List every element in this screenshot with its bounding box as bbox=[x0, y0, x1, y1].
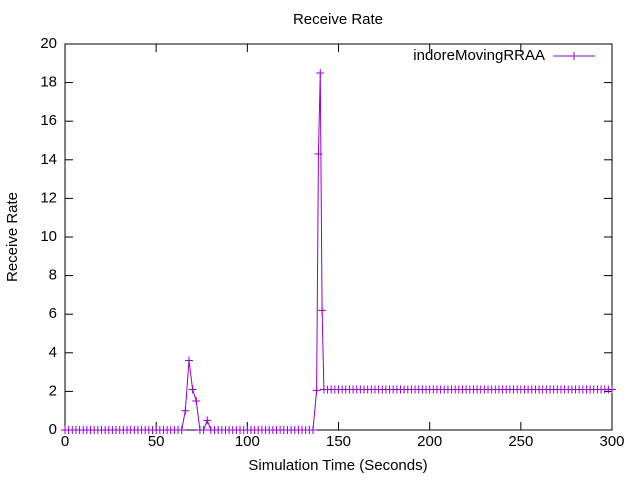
chart-title: Receive Rate bbox=[293, 11, 383, 28]
x-tick-label: 0 bbox=[61, 433, 69, 450]
x-tick-label: 250 bbox=[508, 433, 533, 450]
point-marker bbox=[192, 397, 201, 406]
x-tick-label: 150 bbox=[326, 433, 351, 450]
y-tick-label: 0 bbox=[49, 421, 57, 438]
y-axis-label: Receive Rate bbox=[4, 192, 21, 282]
point-marker bbox=[316, 68, 325, 77]
y-tick-label: 4 bbox=[49, 344, 57, 361]
y-tick-label: 8 bbox=[49, 267, 57, 284]
point-marker bbox=[312, 386, 321, 395]
x-tick-label: 50 bbox=[148, 433, 165, 450]
point-marker bbox=[181, 406, 190, 415]
x-axis-label: Simulation Time (Seconds) bbox=[248, 457, 427, 474]
y-tick-label: 18 bbox=[40, 74, 57, 91]
point-marker bbox=[318, 306, 327, 315]
point-marker bbox=[314, 150, 323, 159]
x-tick-label: 200 bbox=[417, 433, 442, 450]
y-tick-label: 16 bbox=[40, 112, 57, 129]
y-tick-label: 20 bbox=[40, 35, 57, 52]
y-tick-label: 6 bbox=[49, 305, 57, 322]
y-tick-label: 10 bbox=[40, 228, 57, 245]
point-marker bbox=[608, 385, 616, 394]
legend-label: indoreMovingRRAA bbox=[413, 47, 545, 64]
x-tick-label: 100 bbox=[235, 433, 260, 450]
point-marker bbox=[177, 426, 186, 434]
x-tick-label: 300 bbox=[599, 433, 624, 450]
point-marker bbox=[199, 426, 208, 434]
point-marker bbox=[203, 416, 212, 425]
y-tick-label: 2 bbox=[49, 382, 57, 399]
point-marker bbox=[184, 356, 193, 365]
point-marker bbox=[308, 426, 317, 434]
y-tick-label: 14 bbox=[40, 151, 57, 168]
legend-marker bbox=[570, 52, 578, 60]
point-marker bbox=[188, 385, 197, 394]
y-tick-label: 12 bbox=[40, 189, 57, 206]
